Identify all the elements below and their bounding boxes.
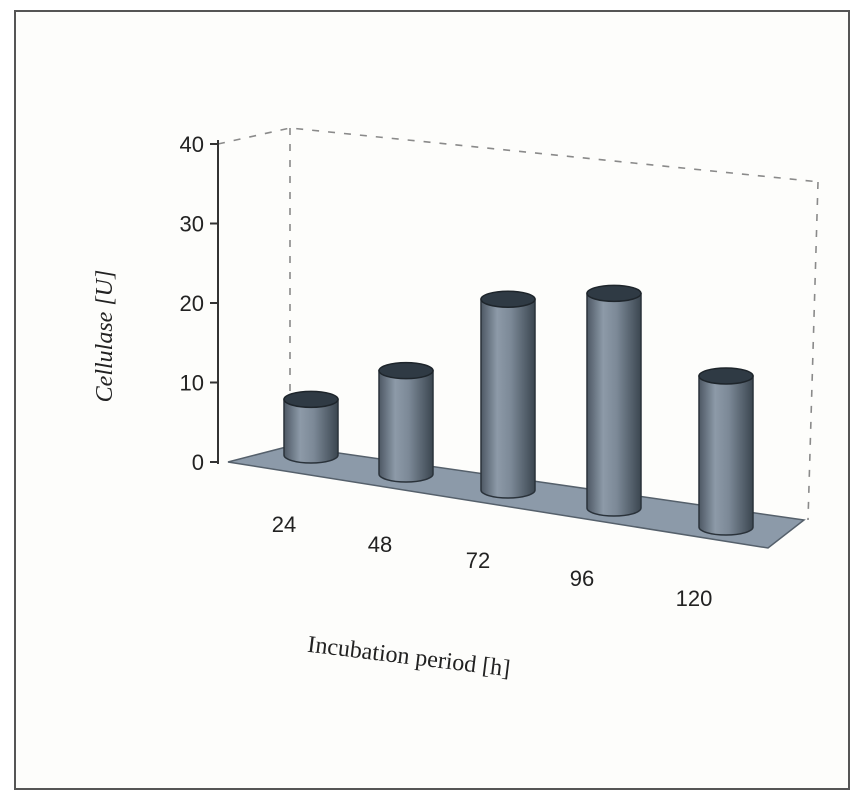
- bars-group: [283, 284, 754, 536]
- x-axis-tick-labels: 24 48 72 96 120: [272, 512, 713, 611]
- bar-body: [480, 298, 536, 499]
- y-tick-label: 0: [192, 450, 204, 475]
- back-right-guide: [807, 181, 819, 521]
- bar-body: [283, 398, 339, 464]
- y-tick-label: 20: [180, 291, 204, 316]
- y-tick-label: 40: [180, 132, 204, 157]
- bar-48: [378, 361, 434, 483]
- bar-24: [283, 390, 339, 464]
- bar-body: [586, 292, 642, 517]
- bar-top: [480, 290, 536, 308]
- y-tick-label: 30: [180, 212, 204, 237]
- x-tick-label: 72: [466, 548, 490, 573]
- bar-top: [586, 284, 642, 303]
- bar-120: [698, 367, 754, 536]
- bar-top: [283, 390, 339, 409]
- bar-top: [378, 361, 434, 380]
- bar-top: [698, 367, 754, 385]
- y-axis-ticks: 0 10 20 30 40: [180, 132, 218, 475]
- bar-72: [480, 290, 536, 499]
- x-tick-label: 24: [272, 512, 296, 537]
- x-axis-title: Incubation period [h]: [306, 632, 512, 683]
- x-tick-label: 120: [676, 586, 713, 611]
- 3d-frame-guides: [217, 127, 821, 521]
- x-tick-label: 96: [570, 566, 594, 591]
- bar-body: [698, 375, 754, 536]
- y-tick-label: 10: [180, 371, 204, 396]
- y-axis-title: Cellulase [U]: [92, 270, 118, 403]
- back-top-guide: [217, 127, 821, 183]
- bar-body: [378, 369, 434, 483]
- bar-96: [586, 284, 642, 517]
- x-tick-label: 48: [368, 532, 392, 557]
